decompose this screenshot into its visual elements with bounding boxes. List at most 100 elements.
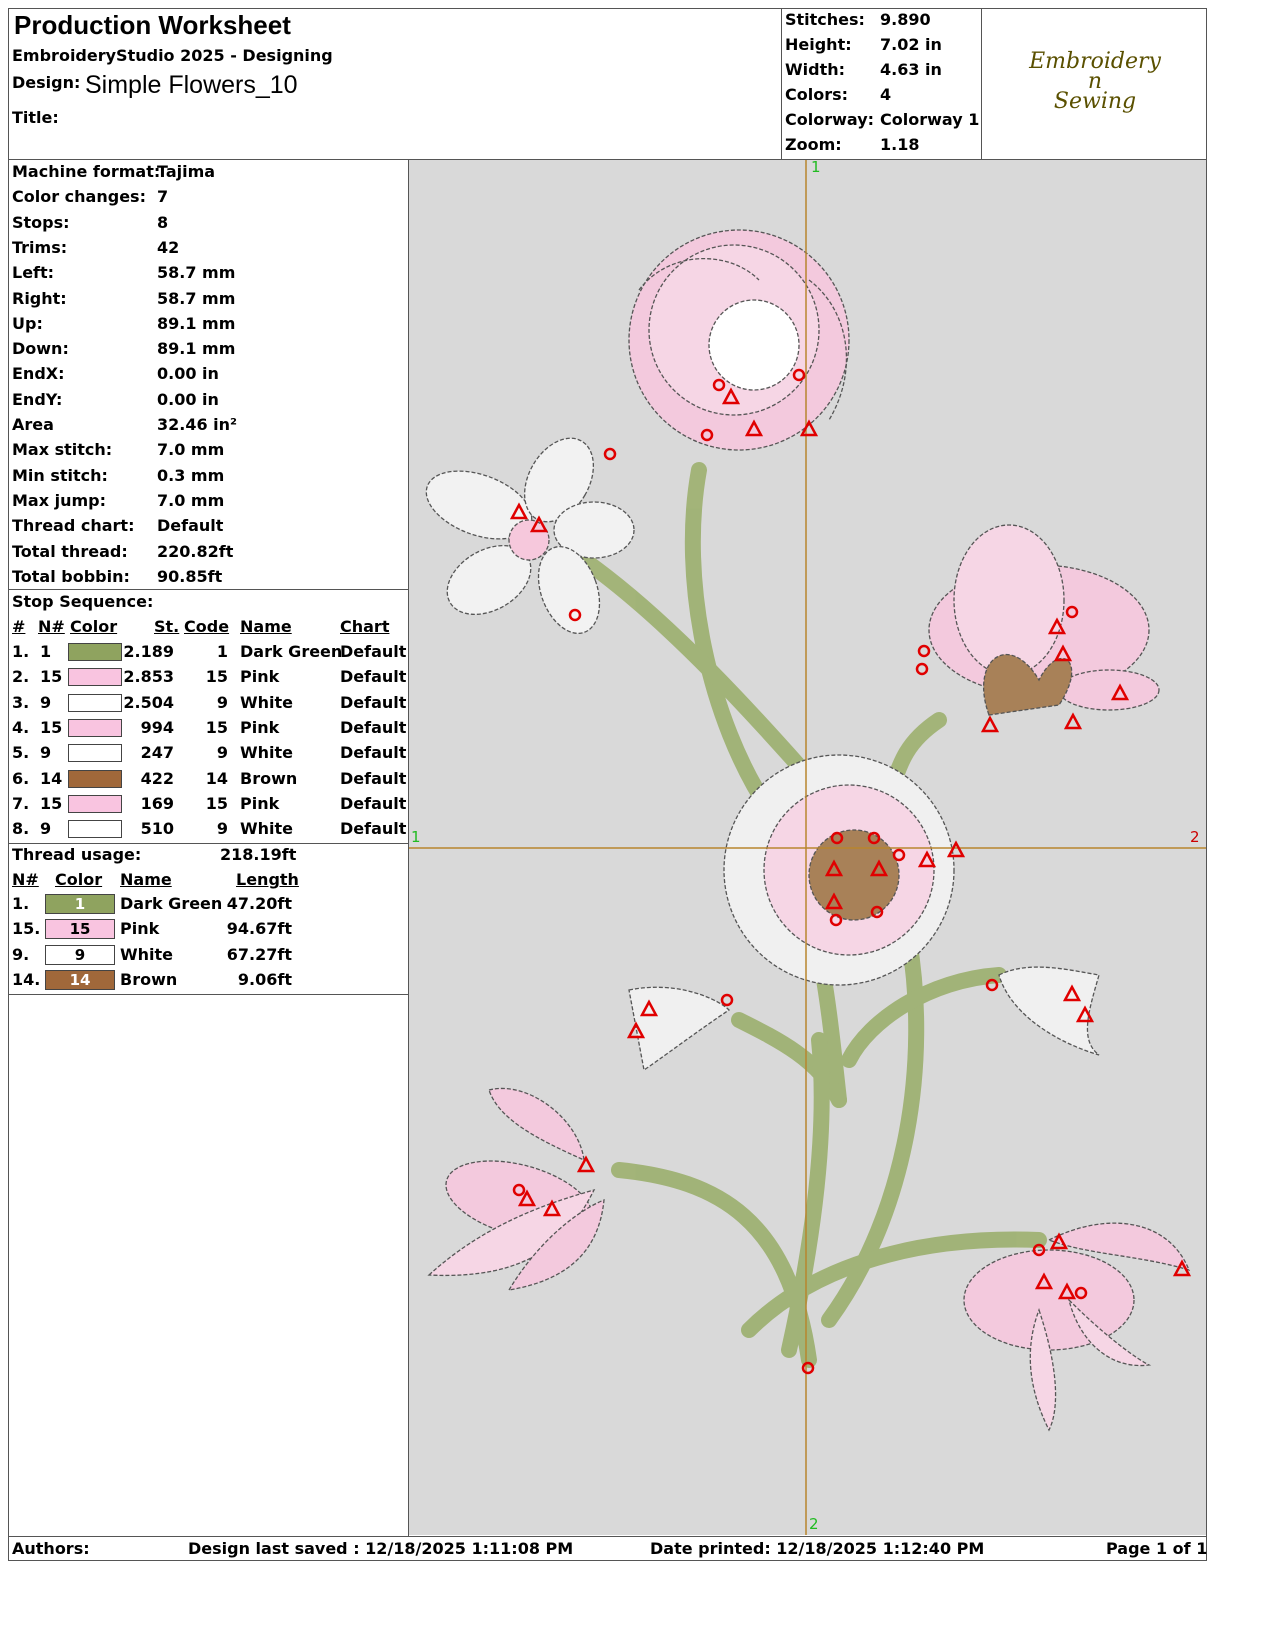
specs-divider <box>8 589 408 590</box>
axis-label-left: 1 <box>411 828 421 846</box>
spec-value: 89.1 mm <box>157 313 236 333</box>
stop-code: 15 <box>205 793 228 813</box>
spec-label: Right: <box>12 288 67 308</box>
stop-name: Brown <box>240 768 298 788</box>
summary-label: Height: <box>785 35 852 54</box>
thread-length: 67.27ft <box>226 944 292 964</box>
spec-value: 42 <box>157 237 180 257</box>
spec-value: 8 <box>157 212 169 232</box>
thread-row: 9. 9 White 67.27ft <box>0 944 408 967</box>
spec-label: Stops: <box>12 212 70 232</box>
spec-label: Max jump: <box>12 490 107 510</box>
spec-label: Area <box>12 415 54 434</box>
logo-line-2: n <box>1087 69 1103 94</box>
spec-label: Max stitch: <box>12 440 113 460</box>
thread-color-swatch: 9 <box>45 944 115 965</box>
thread-col-name: Name <box>120 870 172 889</box>
footer-divider <box>8 1536 1207 1537</box>
stop-code: 9 <box>216 692 228 712</box>
stop-row: 6. 14 422 14 Brown Default <box>0 769 408 791</box>
spec-label: Total bobbin: <box>12 566 130 586</box>
stop-chart: Default <box>340 692 407 712</box>
spec-value: Default <box>157 516 224 536</box>
thread-n: 1. <box>12 894 30 913</box>
thread-col-length: Length <box>236 870 299 889</box>
col-header-code: Code <box>184 617 230 636</box>
spec-value: 7.0 mm <box>157 440 225 460</box>
summary-value: 4 <box>880 85 892 104</box>
thread-divider <box>8 994 408 995</box>
spec-value: 7.0 mm <box>157 490 225 510</box>
col-header-num: # <box>12 617 26 636</box>
stop-row: 5. 9 247 9 White Default <box>0 743 408 765</box>
logo-divider <box>981 8 982 159</box>
spec-value: Tajima <box>157 162 216 181</box>
brand-logo: Embroidery n Sewing <box>1020 50 1170 114</box>
spec-value: 58.7 mm <box>157 288 236 308</box>
stop-num: 2. <box>12 667 30 687</box>
thread-usage-total: 218.19ft <box>220 845 297 864</box>
page-number: Page 1 of 1 <box>1106 1539 1208 1558</box>
stop-code: 9 <box>216 743 228 763</box>
thread-color-swatch: 14 <box>45 969 115 990</box>
spec-value: 89.1 mm <box>157 339 236 359</box>
logo-line-1: Embroidery <box>1029 49 1161 74</box>
col-header-color: Color <box>70 617 118 636</box>
stop-chart: Default <box>340 793 407 813</box>
stop-chart: Default <box>340 743 407 763</box>
design-canvas[interactable]: 1 2 1 2 <box>409 160 1206 1535</box>
stop-name: White <box>240 743 294 763</box>
stop-color-swatch <box>68 794 122 813</box>
spec-label: Min stitch: <box>12 465 108 485</box>
stop-color-swatch <box>68 718 122 737</box>
stop-row: 8. 9 510 9 White Default <box>0 819 408 841</box>
stop-code: 1 <box>216 642 228 661</box>
spec-value: 0.3 mm <box>157 465 225 485</box>
stop-chart: Default <box>340 819 407 839</box>
thread-length: 9.06ft <box>237 969 292 989</box>
stop-row: 1. 1 2.189 1 Dark Green Default <box>0 642 408 664</box>
axis-label-right: 2 <box>1190 828 1200 846</box>
spec-label: Trims: <box>12 237 68 257</box>
stop-code: 15 <box>205 717 228 737</box>
spec-label: Total thread: <box>12 541 128 561</box>
col-header-n: N# <box>38 617 65 636</box>
title-label: Title: <box>12 108 59 127</box>
stop-stitches: 422 <box>140 768 174 788</box>
spec-value: 0.00 in <box>157 389 219 409</box>
thread-name: Dark Green <box>120 894 223 913</box>
stop-row: 7. 15 169 15 Pink Default <box>0 794 408 816</box>
thread-name: Pink <box>120 919 160 939</box>
stop-num: 7. <box>12 793 30 813</box>
stop-color-swatch <box>68 820 122 839</box>
rose-flower <box>628 229 850 451</box>
authors-label: Authors: <box>12 1539 90 1558</box>
summary-value: Colorway 1 <box>880 110 980 129</box>
summary-value: 7.02 in <box>880 35 942 54</box>
stop-chart: Default <box>340 667 407 687</box>
stop-name: White <box>240 692 294 712</box>
stop-chart: Default <box>340 717 407 737</box>
spec-label: Down: <box>12 339 69 359</box>
stop-row: 4. 15 994 15 Pink Default <box>0 718 408 740</box>
summary-divider <box>781 8 782 159</box>
lotus-flower-right <box>928 524 1160 716</box>
stop-n: 9 <box>40 743 52 763</box>
col-header-st: St. <box>154 617 180 636</box>
stop-name: Pink <box>240 717 280 737</box>
stop-name: Pink <box>240 793 280 813</box>
stop-chart: Default <box>340 642 407 661</box>
thread-row: 14. 14 Brown 9.06ft <box>0 969 408 992</box>
stop-stitches: 510 <box>140 819 174 839</box>
stop-name: White <box>240 819 294 839</box>
spec-label: Up: <box>12 313 43 333</box>
thread-name: Brown <box>120 969 178 989</box>
stop-markers <box>509 368 1192 1375</box>
thread-length: 47.20ft <box>226 894 292 913</box>
stop-n: 15 <box>40 793 63 813</box>
summary-label: Colorway: <box>785 110 875 129</box>
thread-color-swatch: 1 <box>45 894 115 914</box>
stop-row: 3. 9 2.504 9 White Default <box>0 693 408 715</box>
design-preview <box>409 160 1206 1535</box>
stop-n: 15 <box>40 717 63 737</box>
